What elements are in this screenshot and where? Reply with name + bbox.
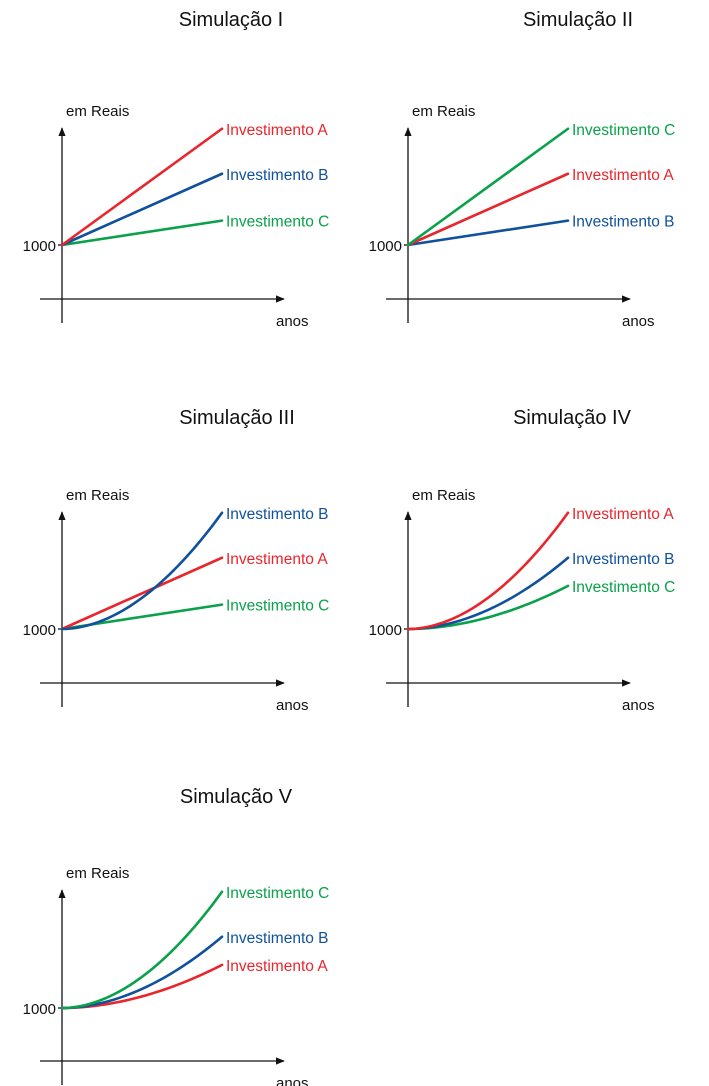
series-line-a xyxy=(406,172,570,247)
series-line-b xyxy=(406,219,570,247)
series-line-b xyxy=(60,935,224,1010)
series-line-c xyxy=(60,890,224,1010)
series-label-b: Investimento B xyxy=(226,167,329,184)
series-line-b xyxy=(60,511,224,631)
series-line-a xyxy=(60,127,224,247)
series-line-c xyxy=(406,127,570,247)
y-axis-label: em Reais xyxy=(412,103,475,120)
series-line-b xyxy=(406,556,570,631)
chart-title: Simulação V xyxy=(180,786,293,808)
y-tick-label: 1000 xyxy=(369,622,402,639)
series-label-a: Investimento A xyxy=(226,551,328,568)
y-axis-label: em Reais xyxy=(412,487,475,504)
series-label-a: Investimento A xyxy=(226,122,328,139)
series-label-c: Investimento C xyxy=(226,598,329,615)
series-label-c: Investimento C xyxy=(572,122,675,139)
chart-title: Simulação II xyxy=(523,9,633,31)
series-label-b: Investimento B xyxy=(226,930,329,947)
series-line-a xyxy=(60,556,224,631)
chart-title: Simulação I xyxy=(179,9,284,31)
x-axis-label: anos xyxy=(276,697,309,714)
y-axis-label: em Reais xyxy=(66,103,129,120)
series-label-c: Investimento C xyxy=(226,214,329,231)
series-label-b: Investimento B xyxy=(572,551,675,568)
chart-title: Simulação III xyxy=(179,407,295,429)
y-tick-label: 1000 xyxy=(23,622,56,639)
series-label-b: Investimento B xyxy=(226,506,329,523)
series-label-a: Investimento A xyxy=(572,506,674,523)
chart-panel: Simulação III em Reais anos 1000 Investiment… xyxy=(23,407,330,714)
series-line-a xyxy=(406,511,570,631)
chart-panel: Simulação I em Reais anos 1000 Investimento … xyxy=(23,9,330,330)
x-axis-label: anos xyxy=(276,1075,309,1086)
x-axis-label: anos xyxy=(276,313,309,330)
y-axis-label: em Reais xyxy=(66,487,129,504)
series-label-c: Investimento C xyxy=(226,885,329,902)
series-line-c xyxy=(60,219,224,247)
chart-panel: Simulação IV em Reais anos 1000 Investimento… xyxy=(369,407,676,714)
chart-panel: Simulação V em Reais anos 1000 Investimento … xyxy=(23,786,330,1086)
series-line-b xyxy=(60,172,224,247)
x-axis-label: anos xyxy=(622,313,655,330)
chart-panel: Simulação II em Reais anos 1000 Investimento… xyxy=(369,9,676,330)
series-label-a: Investimento A xyxy=(226,958,328,975)
series-label-a: Investimento A xyxy=(572,167,674,184)
chart-title: Simulação IV xyxy=(513,407,631,429)
y-tick-label: 1000 xyxy=(23,238,56,255)
series-line-c xyxy=(406,584,570,631)
series-label-b: Investimento B xyxy=(572,214,675,231)
y-axis-label: em Reais xyxy=(66,865,129,882)
x-axis-label: anos xyxy=(622,697,655,714)
series-label-c: Investimento C xyxy=(572,579,675,596)
y-tick-label: 1000 xyxy=(23,1001,56,1018)
y-tick-label: 1000 xyxy=(369,238,402,255)
series-line-a xyxy=(60,963,224,1010)
